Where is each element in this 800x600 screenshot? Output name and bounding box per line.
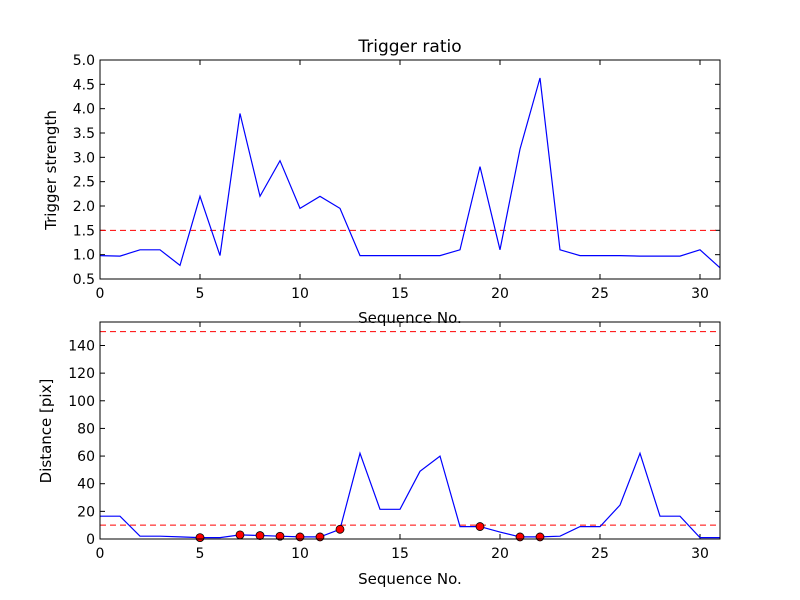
data-point-marker bbox=[255, 531, 265, 540]
data-point-marker bbox=[535, 532, 545, 542]
x-tick-label: 10 bbox=[291, 286, 309, 302]
y-tick-label: 20 bbox=[77, 504, 95, 520]
x-axis-label: Sequence No. bbox=[358, 309, 462, 327]
y-tick-label: 40 bbox=[77, 477, 95, 493]
x-tick-label: 25 bbox=[591, 546, 609, 562]
x-tick-label: 20 bbox=[491, 546, 509, 562]
y-tick-label: 140 bbox=[68, 338, 95, 354]
data-point-marker bbox=[295, 532, 305, 542]
y-tick-label: 60 bbox=[77, 449, 95, 465]
data-point-marker bbox=[335, 524, 345, 534]
data-point-marker bbox=[275, 531, 285, 541]
x-tick-label: 10 bbox=[291, 546, 309, 562]
y-tick-label: 1.5 bbox=[73, 223, 95, 239]
x-tick-label: 30 bbox=[691, 546, 709, 562]
data-point-marker bbox=[195, 533, 205, 543]
chart-title: Trigger ratio bbox=[357, 37, 461, 57]
y-tick-label: 4.5 bbox=[73, 77, 95, 93]
x-tick-label: 0 bbox=[96, 286, 105, 302]
y-axis-label: Trigger strength bbox=[42, 110, 60, 231]
axes-frame bbox=[99, 321, 721, 540]
data-point-marker bbox=[515, 532, 525, 542]
y-tick-label: 3.0 bbox=[73, 150, 95, 166]
axes-frame bbox=[99, 59, 721, 280]
data-point-marker bbox=[475, 522, 485, 531]
y-tick-label: 120 bbox=[68, 366, 95, 382]
y-tick-label: 5.0 bbox=[73, 53, 95, 69]
tick-group: 0 5 10 15 20 25 30 0 20 40 60 80 100 120 140 bbox=[68, 322, 720, 562]
y-tick-label: 0.5 bbox=[73, 272, 95, 288]
x-tick-label: 5 bbox=[196, 286, 205, 302]
y-axis-label: Distance [pix] bbox=[37, 379, 55, 484]
plot-area bbox=[99, 77, 721, 269]
y-tick-label: 80 bbox=[77, 421, 95, 437]
x-axis-label: Sequence No. bbox=[358, 570, 462, 588]
x-tick-label: 0 bbox=[96, 546, 105, 562]
y-tick-label: 2.0 bbox=[73, 199, 95, 215]
y-tick-label: 100 bbox=[68, 394, 95, 410]
distance-chart: Distance [pix] Sequence No. 0 5 10 15 20 25 30… bbox=[37, 321, 721, 588]
y-tick-label: 0 bbox=[86, 532, 95, 548]
x-tick-label: 30 bbox=[691, 286, 709, 302]
y-tick-label: 2.5 bbox=[73, 175, 95, 191]
x-tick-label: 15 bbox=[391, 546, 409, 562]
x-tick-label: 5 bbox=[196, 546, 205, 562]
tick-group: 0 5 10 15 20 25 30 0.5 1.0 1.5 2.0 2.5 3.0 3.5 4.0 4.5 5… bbox=[73, 53, 720, 302]
y-tick-label: 1.0 bbox=[73, 248, 95, 264]
x-tick-label: 25 bbox=[591, 286, 609, 302]
data-point-marker bbox=[235, 530, 245, 540]
x-tick-label: 15 bbox=[391, 286, 409, 302]
y-tick-label: 4.0 bbox=[73, 102, 95, 118]
data-point-marker bbox=[315, 532, 325, 542]
x-tick-label: 20 bbox=[491, 286, 509, 302]
series-line bbox=[99, 77, 721, 269]
y-tick-label: 3.5 bbox=[73, 126, 95, 142]
trigger-ratio-chart: Trigger ratio Trigger strength Sequence … bbox=[42, 37, 721, 327]
